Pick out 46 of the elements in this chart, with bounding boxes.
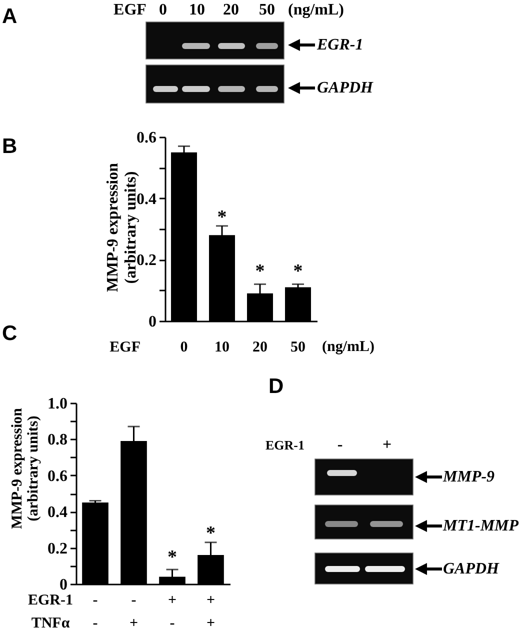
y-tick-label: 0.6 [136,130,156,146]
y-tick-label: 0.8 [48,432,68,449]
y-axis-title: MMP-9 expression (arbitrary units) [10,407,42,529]
y-tick-label: 1.0 [48,396,68,412]
text: 10 [189,2,205,18]
x-axis-title: EGF [110,340,140,356]
x-tick-label: + + [206,592,216,632]
text: A [2,4,18,28]
x-tick-label: 20 [252,340,268,356]
x-axis-title: EGR-1 TNFα [28,592,73,632]
text: + [382,436,392,454]
text: (ng/mL) [288,2,344,18]
chart-title: B [2,134,18,158]
text: EGF [114,2,147,18]
y-tick-label: 0 [60,576,68,594]
text: GAPDH [317,80,374,96]
text: 50 [259,2,275,18]
annotation: * [168,547,177,568]
annotation: * [293,261,303,282]
text: EGR-1 [266,438,304,452]
annotation: * [255,261,265,282]
text: EGR-1 [316,36,364,54]
y-tick-label: 0.4 [48,504,68,522]
chart-title: C [2,322,18,344]
y-tick-label: 0.2 [48,540,68,558]
text: D [268,374,284,398]
text: (ng/mL) [322,339,375,355]
y-axis-title: MMP-9 expression (arbitrary units) [104,162,140,292]
text: 0 [159,2,167,18]
x-tick-label: 0 [180,340,188,356]
y-tick-label: 0.2 [136,252,156,270]
text: MMP-9 [442,468,495,486]
text: 20 [223,2,239,18]
annotation: * [206,523,216,544]
y-tick-label: 0.4 [136,190,156,208]
text: - [337,436,343,454]
annotation: * [217,207,227,228]
y-tick-label: 0.6 [48,468,68,485]
x-tick-label: - + [129,592,138,632]
x-tick-label: + - [168,592,177,632]
text: GAPDH [443,560,500,578]
x-tick-label: 50 [290,340,306,356]
x-tick-label: - - [92,592,98,632]
x-tick-label: 10 [214,340,230,356]
y-tick-label: 0 [148,314,156,330]
text: MT1-MMP [442,518,519,534]
